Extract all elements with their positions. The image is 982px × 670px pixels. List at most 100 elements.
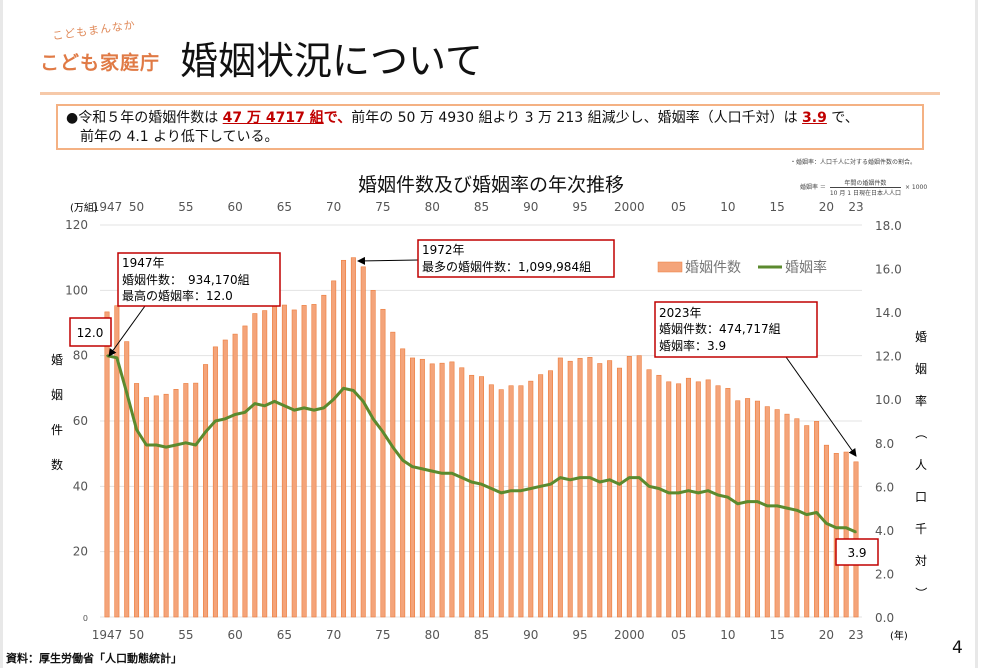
x-tick-label: 15 [770,628,785,642]
axes: 0 20 40 60 80 100 120 0.0 2.0 4.0 6.0 8.0 10.0 12.0 14… [65,200,902,642]
bar-2020 [823,444,829,618]
rate-point-2017 [796,509,798,512]
bar-1985 [478,376,484,618]
left-axis-title-char: 数 [51,457,63,472]
x-tick-label-top: 95 [572,200,587,214]
x-tick-label: 95 [572,628,587,642]
bar-1947 [104,311,110,618]
right-axis-title-char: 千 [915,522,927,536]
bar-1977 [400,348,406,618]
left-axis-title-char: 姻 [51,387,63,402]
bar-1968 [311,304,317,618]
chart-title: 婚姻件数及び婚姻率の年次推移 [357,174,624,196]
x-tick-label-top: 05 [671,200,686,214]
bar-2014 [764,406,770,618]
x-tick-label: 23 [848,628,863,642]
rate-point-2007 [697,492,700,494]
logo: こども家庭庁 [40,52,161,74]
bar-1974 [370,290,376,618]
start-rate-label: 12.0 [77,326,104,340]
rate-point-1994 [569,479,571,481]
x-tick-label: 75 [375,628,390,642]
x-tick-label-top: 50 [129,200,144,214]
bar-1979 [419,358,425,618]
x-tick-label-top: 75 [375,200,390,214]
rate-point-2016 [786,507,788,509]
page-number: 4 [952,638,963,658]
bar-series [104,257,859,618]
bar-1962 [252,313,258,618]
bar-1983 [459,367,465,618]
bar-2004 [666,381,672,618]
end-rate-label: 3.9 [847,546,866,560]
rate-point-1956 [194,444,197,446]
bar-1953 [163,393,169,618]
rate-point-1954 [175,444,177,446]
summary-box: ●令和５年の婚姻件数は 47 万 4717 組で、前年の 50 万 4930 組… [56,104,924,150]
left-axis-unit: (万組) [70,201,98,214]
callout-2023: 2023年 婚姻件数：474,717組 婚姻率：3.9 [654,301,818,358]
highlight-count-suffix: で、 [323,110,352,126]
line-series [106,354,857,534]
bar-1964 [272,301,278,618]
x-tick-label: 2000 [614,628,645,642]
bar-2018 [804,425,810,618]
bar-1955 [183,383,189,618]
x-tick-label: 65 [277,628,292,642]
x-tick-label-top: 23 [848,200,863,214]
rate-point-1984 [470,481,473,483]
bar-1971 [341,259,347,618]
legend-bar-swatch [657,261,683,273]
right-axis-title-char: 率 [915,393,927,408]
right-tick-label: 2.0 [875,567,894,581]
right-tick-label: 10.0 [875,393,902,407]
bar-1980 [429,363,435,618]
x-tick-label-top: 15 [770,200,785,214]
rate-point-2013 [756,500,759,503]
x-tick-label: 10 [720,628,735,642]
rate-point-1972 [352,389,355,392]
rate-point-1958 [214,420,217,422]
rate-point-1991 [539,485,542,488]
rate-point-2000 [628,476,631,479]
rate-point-1999 [618,483,621,485]
callout-start-rate: 12.0 [69,317,112,347]
rate-point-1997 [598,481,601,483]
legend-line-label: 婚姻率 [785,259,827,276]
rate-point-2003 [658,487,660,490]
bar-1949 [124,341,130,618]
right-tick-label: 14.0 [875,306,902,320]
x-tick-label-top: 10 [720,200,735,214]
rate-point-1970 [332,398,335,401]
bar-1973 [360,266,366,618]
bar-1972 [350,257,356,618]
rate-point-1981 [441,472,443,475]
x-tick-label: 1947 [92,628,123,642]
rate-point-1975 [382,431,384,433]
formula-numerator: 年間の婚姻件数 [829,178,902,188]
rate-point-1948 [116,357,118,359]
rate-point-2023 [855,531,857,533]
arrow-1972 [357,256,419,265]
x-tick-label: 70 [326,628,341,642]
bar-2010 [725,388,731,618]
right-tick-label: 0.0 [875,611,894,625]
rate-point-2010 [727,496,729,499]
formula-label: 婚姻率 ＝ [800,184,826,191]
rate-point-2008 [707,489,709,492]
bar-1996 [587,356,593,618]
bar-2000 [626,356,632,618]
definition-note: ・婚姻率：人口千人に対する婚姻件数の割合。 [790,159,917,166]
bar-1978 [410,357,416,618]
rate-point-1992 [549,483,552,485]
rate-point-2009 [717,494,719,496]
rate-point-1950 [135,428,138,431]
bar-1951 [143,397,149,618]
rate-point-1960 [234,413,236,416]
left-tick-label: 100 [65,283,88,297]
arrow-1947 [108,305,146,357]
rate-point-1982 [451,472,453,475]
rate-point-1977 [401,459,404,462]
right-tick-label: 8.0 [875,437,894,451]
